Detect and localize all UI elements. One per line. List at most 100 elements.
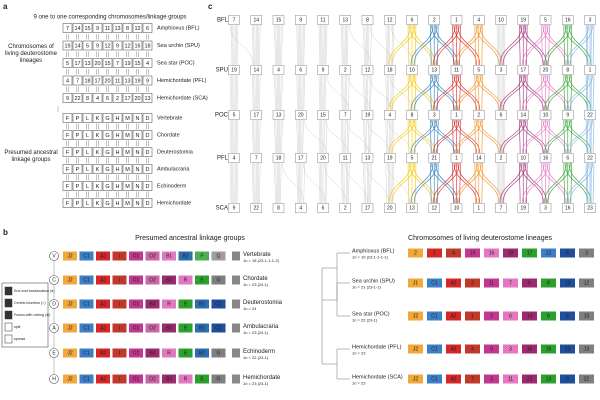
chromosome-box bbox=[72, 93, 83, 103]
linkage-group bbox=[178, 251, 193, 261]
chromosome-box bbox=[495, 65, 507, 75]
chromosome-group bbox=[484, 374, 499, 384]
chromosome-group-label: 23 bbox=[565, 347, 571, 353]
braid-line bbox=[413, 162, 438, 204]
chromosome-number: 12 bbox=[431, 206, 437, 212]
braid-line bbox=[280, 162, 282, 204]
linkage-group bbox=[211, 323, 226, 333]
braid-line bbox=[437, 74, 439, 111]
chromosome-group-label: J2 bbox=[413, 377, 419, 383]
braid-line bbox=[453, 24, 478, 66]
chromosome-group-label: 6 bbox=[566, 251, 569, 257]
chromosome-box bbox=[228, 203, 240, 213]
chromosome-number: 14 bbox=[253, 68, 259, 74]
chromosome-box-label: 9 bbox=[96, 26, 99, 32]
braid-line bbox=[458, 162, 482, 204]
chromosome-group bbox=[465, 248, 480, 258]
braid-line bbox=[253, 162, 255, 204]
lineage-name: Deuterostomia bbox=[243, 300, 283, 306]
linkage-box-label: K bbox=[96, 116, 100, 122]
legend-icon bbox=[4, 334, 13, 344]
braid-line bbox=[521, 24, 545, 66]
chromosome-box bbox=[112, 40, 123, 51]
braid-line bbox=[392, 24, 394, 66]
chromosome-group bbox=[560, 248, 575, 258]
braid-line bbox=[348, 74, 350, 111]
linkage-group-label: O1 bbox=[133, 377, 140, 383]
braid-line bbox=[503, 24, 506, 66]
linkage-group-label: C2 bbox=[215, 302, 222, 308]
braid-line bbox=[475, 162, 500, 204]
chromosome-group bbox=[408, 278, 423, 288]
linkage-box-label: G bbox=[105, 184, 109, 190]
chromosome-box bbox=[92, 23, 103, 33]
chromosome-number: 9 bbox=[233, 206, 236, 212]
chromosome-number: 17 bbox=[365, 206, 371, 212]
chromosome-box bbox=[62, 58, 73, 68]
braid-line bbox=[496, 162, 499, 204]
chromosome-group-label: 4 bbox=[452, 251, 455, 257]
chromosome-box-label: 7 bbox=[66, 26, 69, 32]
chromosome-box bbox=[517, 15, 529, 25]
braid-line bbox=[592, 119, 595, 154]
braid-line bbox=[385, 162, 387, 204]
braid-line bbox=[431, 119, 455, 154]
braid-line bbox=[386, 162, 411, 204]
chromosome-box bbox=[122, 23, 133, 33]
braid-line bbox=[345, 162, 368, 204]
braid-line bbox=[526, 119, 528, 154]
braid-line bbox=[548, 119, 550, 154]
chromosome-count: 1n = 23 bbox=[352, 351, 366, 356]
chromosome-box bbox=[517, 203, 529, 213]
braid-line bbox=[430, 162, 432, 204]
braid-line bbox=[391, 119, 393, 154]
linkage-group-label: G bbox=[217, 377, 221, 383]
chromosome-group bbox=[446, 311, 461, 321]
chromosome-number: 15 bbox=[276, 18, 282, 24]
chromosome-group bbox=[503, 311, 518, 321]
chromosome-box bbox=[339, 15, 351, 25]
braid-line bbox=[519, 162, 521, 204]
linkage-box-label: H bbox=[116, 201, 120, 207]
chromosome-count: 1n = 23 (24-1) bbox=[243, 381, 269, 386]
braid-line bbox=[388, 24, 412, 66]
linkage-box-label: G bbox=[105, 201, 109, 207]
chromosome-number: 1 bbox=[455, 113, 458, 119]
linkage-box bbox=[82, 164, 93, 174]
linkage-box-label: G bbox=[105, 150, 109, 156]
linkage-group-label: E bbox=[200, 377, 204, 383]
linkage-group-label: E bbox=[184, 326, 188, 332]
braid-line bbox=[458, 74, 482, 111]
chromosome-group bbox=[408, 248, 423, 258]
linkage-group-label: C2 bbox=[215, 326, 222, 332]
chromosome-box bbox=[228, 15, 240, 25]
braid-line bbox=[365, 162, 389, 204]
chromosome-box-label: 19 bbox=[134, 78, 140, 84]
braid-line bbox=[259, 24, 261, 66]
braid-line bbox=[364, 162, 366, 204]
chromosome-box bbox=[406, 65, 418, 75]
chromosome-group-label: C1 bbox=[431, 347, 438, 353]
braid-line bbox=[430, 74, 432, 111]
linkage-box bbox=[72, 181, 83, 191]
linkage-group bbox=[162, 323, 176, 333]
braid-line bbox=[253, 24, 255, 66]
braid-line bbox=[587, 119, 589, 154]
braid-line bbox=[392, 119, 394, 154]
chromosome-box-label: 15 bbox=[104, 61, 110, 67]
braid-line bbox=[229, 24, 254, 66]
chromosome-box-label: 4 bbox=[66, 78, 69, 84]
braid-line bbox=[563, 119, 565, 154]
braid-line bbox=[409, 162, 433, 204]
chromosome-box bbox=[295, 153, 307, 163]
chromosome-number: 20 bbox=[387, 206, 393, 212]
chromosome-box-label: 8 bbox=[126, 26, 129, 32]
linkage-box-label: M bbox=[125, 133, 130, 139]
linkage-group-label: J2 bbox=[67, 254, 73, 260]
chromosome-box-label: 22 bbox=[74, 96, 80, 102]
legend-label: Fusion-with-mixing (⊗) bbox=[14, 313, 50, 317]
braid-line bbox=[325, 119, 328, 154]
braid-line bbox=[275, 162, 277, 204]
linkage-box-label: H bbox=[116, 184, 120, 190]
